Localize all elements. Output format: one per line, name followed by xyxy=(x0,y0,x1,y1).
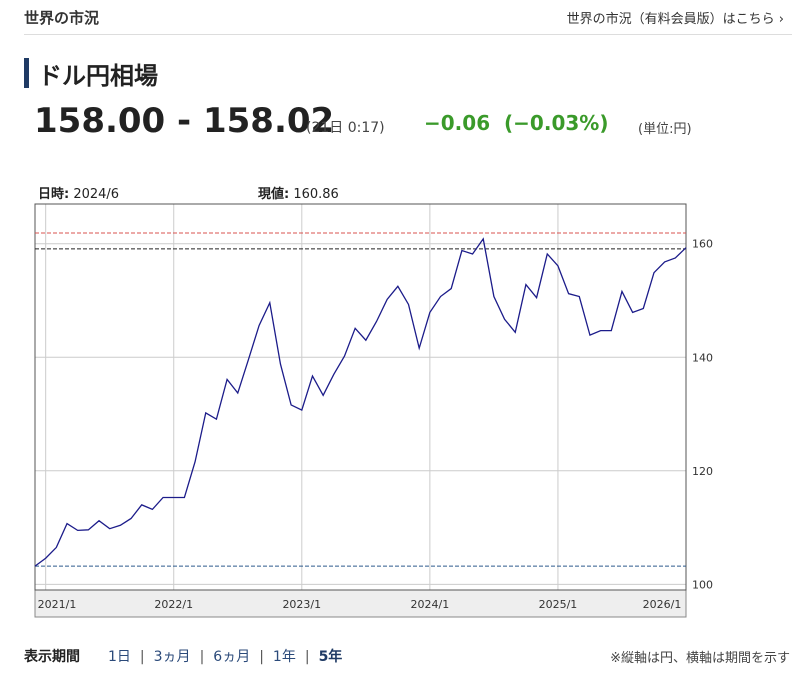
x-tick-label: 2025/1 xyxy=(539,598,578,611)
hover-value-value: 160.86 xyxy=(293,187,339,202)
period-button[interactable]: 5年 xyxy=(318,649,343,665)
period-button[interactable]: 1日 xyxy=(108,649,131,665)
axis-note: ※縦軸は円、横軸は期間を示す xyxy=(610,651,790,666)
separator: | xyxy=(259,649,264,665)
x-tick-label: 2024/1 xyxy=(411,598,450,611)
x-tick-label: 2023/1 xyxy=(282,598,321,611)
x-tick-label: 2021/1 xyxy=(38,598,77,611)
hover-date: 日時: 2024/6 xyxy=(38,183,119,202)
quote-time: (21日 0:17) xyxy=(306,120,385,136)
period-selector: 1日 | 3ヵ月 | 6ヵ月 | 1年 | 5年 xyxy=(108,646,342,666)
hover-value-label: 現値: xyxy=(258,187,290,202)
period-button[interactable]: 6ヵ月 xyxy=(213,649,251,665)
separator: | xyxy=(139,649,145,665)
x-tick-label: 2022/1 xyxy=(154,598,193,611)
y-tick-label: 160 xyxy=(692,238,713,251)
x-tick-label: 2026/1 xyxy=(643,598,682,611)
y-tick-label: 100 xyxy=(692,578,713,591)
period-button[interactable]: 3ヵ月 xyxy=(153,649,191,665)
hover-value: 現値: 160.86 xyxy=(258,183,339,202)
unit: (単位:円) xyxy=(638,122,692,137)
period-button[interactable]: 1年 xyxy=(272,649,296,665)
page-title: ドル円相場 xyxy=(38,62,158,90)
plot-frame xyxy=(34,203,687,591)
price: 158.00 - 158.02 xyxy=(34,101,335,141)
divider xyxy=(24,34,792,35)
section-title: 世界の市況 xyxy=(24,9,100,27)
y-tick-label: 140 xyxy=(692,351,713,364)
period-label: 表示期間 xyxy=(24,649,80,665)
y-tick-label: 120 xyxy=(692,465,713,478)
separator: | xyxy=(304,649,310,665)
paid-link[interactable]: 世界の市況（有料会員版）はこちら › xyxy=(566,12,784,27)
title-bar xyxy=(24,58,29,88)
price-change: −0.06 (−0.03%) xyxy=(424,111,609,135)
link-text[interactable]: 世界の市況（有料会員版）はこちら xyxy=(566,12,775,27)
price-line xyxy=(34,237,687,567)
x-axis-strip xyxy=(34,589,687,618)
hover-date-label: 日時: xyxy=(38,187,70,202)
hover-date-value: 2024/6 xyxy=(73,187,120,202)
separator: | xyxy=(199,649,205,665)
chart: 100 120 140 160 2021/1 2022/1 2023/1 2024/1 2025… xyxy=(34,203,713,618)
